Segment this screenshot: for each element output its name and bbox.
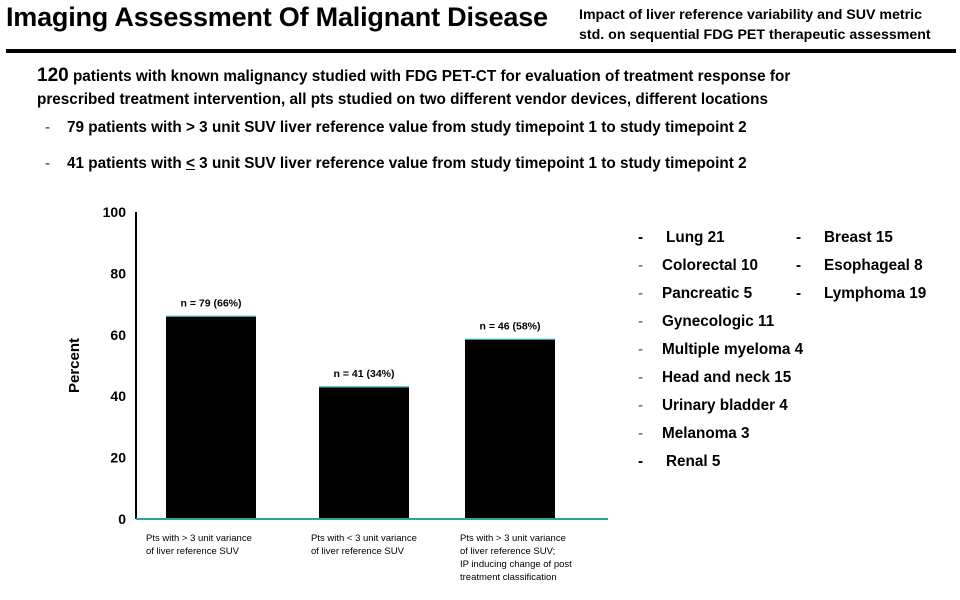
legend-item: - Lymphoma 19 <box>796 285 926 303</box>
intro-count: 120 <box>37 65 69 86</box>
bar-chart: 0 20 40 60 80 100 Percent n = 79 (66%) n = 41 (3… <box>66 204 608 583</box>
legend-item: - Pancreatic 5 <box>638 285 752 303</box>
legend-dash: - <box>638 369 644 386</box>
x-category-label: of liver reference SUV <box>311 546 405 557</box>
legend-text: Renal 5 <box>666 453 721 470</box>
legend-text: Gynecologic 11 <box>662 313 775 330</box>
legend-text: Urinary bladder 4 <box>662 397 788 414</box>
intro-line-2: prescribed treatment intervention, all p… <box>37 91 768 108</box>
legend-dash: - <box>638 229 644 246</box>
legend-dash: - <box>638 257 644 274</box>
legend-dash: - <box>638 397 644 414</box>
bullet-item-2: -41 patients with < 3 unit SUV liver ref… <box>45 155 747 173</box>
legend-dash: - <box>638 313 644 330</box>
legend-dash: - <box>638 341 644 358</box>
bar <box>319 386 409 519</box>
legend-item: - Melanoma 3 <box>638 425 750 443</box>
subtitle-line-1: Impact of liver reference variability an… <box>579 7 923 23</box>
x-category-label: of liver reference SUV; <box>460 546 555 557</box>
data-label: n = 46 (58%) <box>480 320 541 332</box>
legend-text: Esophageal 8 <box>824 257 923 274</box>
x-category-label: IP inducing change of post <box>460 559 572 570</box>
page-subtitle: Impact of liver reference variability an… <box>579 5 953 45</box>
bullet-dash: - <box>45 119 51 136</box>
x-category-label: Pts with < 3 unit variance <box>311 533 417 544</box>
legend-item: - Head and neck 15 <box>638 369 791 387</box>
y-tick-label: 80 <box>110 265 126 281</box>
legend-dash: - <box>638 425 644 442</box>
bullet-text-post: 3 unit SUV liver reference value from st… <box>194 155 747 172</box>
subtitle-line-2: std. on sequential FDG PET therapeutic a… <box>579 27 931 43</box>
legend-item: - Esophageal 8 <box>796 257 923 275</box>
legend-dash: - <box>638 453 644 470</box>
legend-item: - Urinary bladder 4 <box>638 397 788 415</box>
x-category-label: Pts with > 3 unit variance <box>460 533 566 544</box>
legend-item: - Gynecologic 11 <box>638 313 774 331</box>
y-tick-label: 100 <box>103 204 127 220</box>
x-category-label: treatment classification <box>460 572 557 583</box>
y-tick-label: 20 <box>110 450 126 466</box>
bullet-text: 79 patients with > 3 unit SUV liver refe… <box>67 119 747 136</box>
bullet-dash: - <box>45 155 51 172</box>
legend-text: Pancreatic 5 <box>662 285 753 302</box>
legend-item: - Breast 15 <box>796 229 893 247</box>
y-tick-label: 0 <box>118 511 126 527</box>
y-axis-label: Percent <box>66 338 83 393</box>
legend-dash: - <box>796 285 802 302</box>
legend-item: - Renal 5 <box>638 453 720 471</box>
data-label: n = 41 (34%) <box>334 368 395 380</box>
legend-item: - Multiple myeloma 4 <box>638 341 803 359</box>
intro-paragraph: 120 patients with known malignancy studi… <box>37 64 937 111</box>
bar <box>166 316 256 519</box>
legend-dash: - <box>638 285 644 302</box>
legend-dash: - <box>796 257 802 274</box>
legend-text: Head and neck 15 <box>662 369 792 386</box>
page-title: Imaging Assessment Of Malignant Disease <box>6 2 548 32</box>
less-equal-symbol: < <box>186 155 195 172</box>
bullet-item-1: -79 patients with > 3 unit SUV liver ref… <box>45 119 747 137</box>
legend-text: Multiple myeloma 4 <box>662 341 804 358</box>
legend-item: - Lung 21 <box>638 229 725 247</box>
legend-text: Melanoma 3 <box>662 425 750 442</box>
legend-dash: - <box>796 229 802 246</box>
intro-line-1: 120 patients with known malignancy studi… <box>37 64 937 88</box>
data-label: n = 79 (66%) <box>181 297 242 309</box>
legend-text: Lymphoma 19 <box>824 285 927 302</box>
intro-line-1-text: patients with known malignancy studied w… <box>68 68 791 85</box>
bullet-text-pre: 41 patients with <box>67 155 186 172</box>
title-divider <box>6 49 956 53</box>
x-category-label: of liver reference SUV <box>146 546 240 557</box>
legend-text: Lung 21 <box>666 229 725 246</box>
legend-text: Breast 15 <box>824 229 893 246</box>
bar <box>465 339 555 519</box>
x-category-label: Pts with > 3 unit variance <box>146 533 252 544</box>
legend-text: Colorectal 10 <box>662 257 759 274</box>
legend-item: - Colorectal 10 <box>638 257 758 275</box>
y-tick-label: 60 <box>110 327 126 343</box>
y-tick-label: 40 <box>110 388 126 404</box>
